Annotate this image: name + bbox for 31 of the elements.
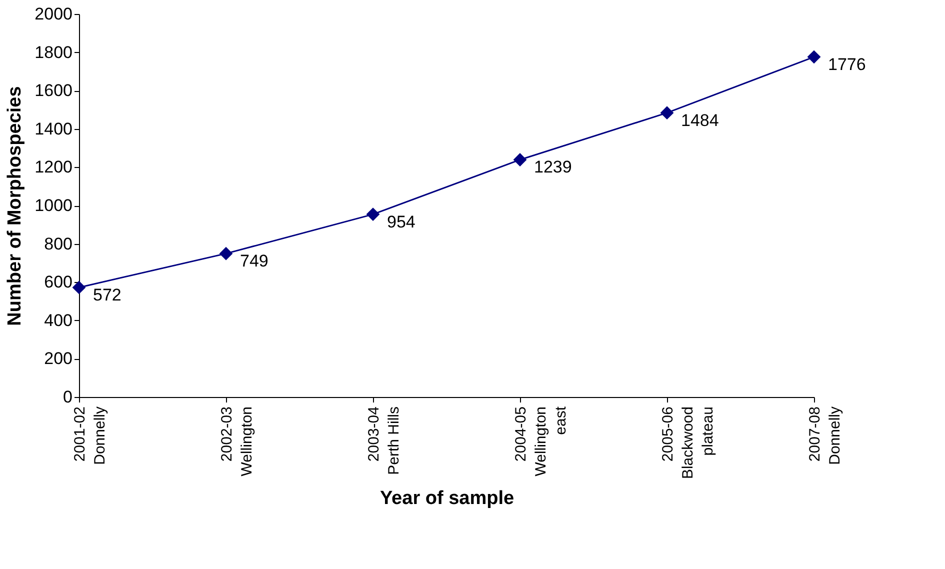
data-label: 1776	[828, 54, 866, 74]
y-tick-label: 1200	[34, 158, 72, 177]
data-label: 749	[240, 252, 268, 271]
point	[366, 208, 380, 222]
y-tick-label: 1400	[34, 119, 72, 138]
point	[807, 50, 821, 64]
x-axis-title: Year of sample	[380, 488, 514, 510]
y-axis-title: Number of Morphospecies	[4, 86, 26, 326]
y-tick-label: 800	[44, 234, 72, 254]
y-tick-label: 2000	[34, 4, 72, 24]
y-tick-label: 1000	[34, 196, 72, 215]
data-label: 1484	[681, 110, 719, 130]
point	[219, 246, 233, 260]
data-label: 572	[93, 285, 122, 304]
y-tick-label: 1600	[34, 81, 72, 100]
point	[513, 153, 527, 166]
point	[660, 106, 674, 120]
point	[72, 280, 86, 294]
data-label: 1239	[534, 158, 572, 177]
x-tick-label: 2002-03 Wellington	[218, 406, 256, 476]
y-tick-label: 1800	[34, 42, 72, 62]
y-tick-label: 200	[44, 349, 72, 368]
data-label: 954	[387, 212, 416, 232]
x-tick-label: 2003-04 Perth Hills	[366, 406, 402, 475]
y-tick-label: 600	[44, 272, 72, 292]
x-tick-label: 2001-02 Donnelly	[72, 406, 108, 465]
x-tick-label: 2007-08 Donnelly	[806, 406, 844, 465]
x-tick-label: 2005-06 Blackwood plateau	[660, 406, 716, 480]
x-tick-label: 2004-05 Wellington east	[512, 406, 570, 476]
y-tick-label: 400	[44, 310, 72, 330]
y-tick-label: 0	[63, 388, 72, 406]
